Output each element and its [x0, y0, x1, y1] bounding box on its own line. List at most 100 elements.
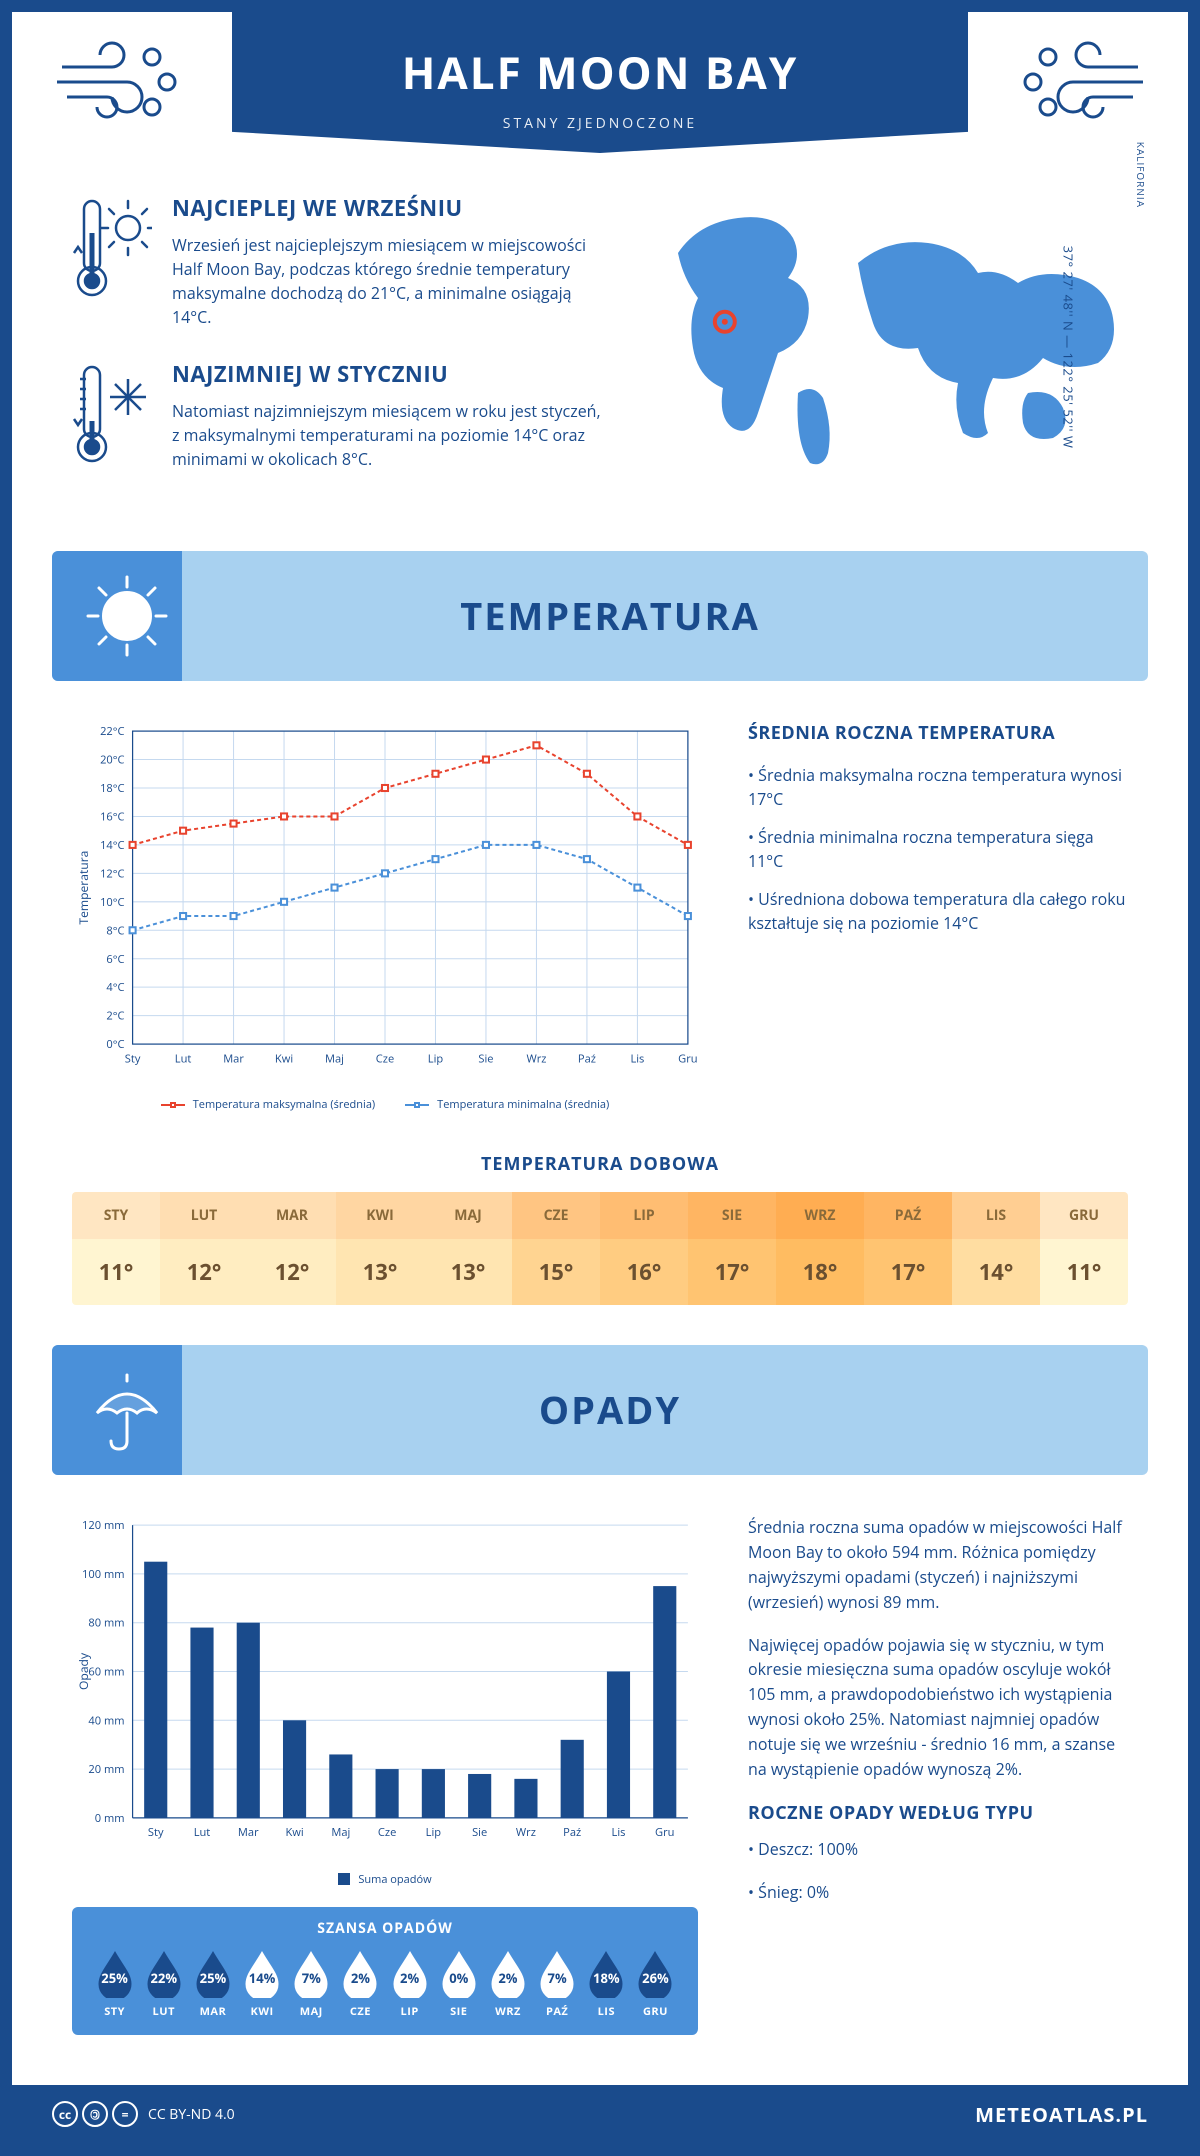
thermometer-hot-icon	[72, 193, 152, 303]
daily-column: MAR12°	[248, 1192, 336, 1305]
svg-text:8°C: 8°C	[106, 923, 124, 938]
precip-para-1: Średnia roczna suma opadów w miejscowośc…	[748, 1515, 1128, 1614]
site-brand: METEOATLAS.PL	[975, 2101, 1148, 2128]
page-subtitle: STANY ZJEDNOCZONE	[252, 114, 948, 133]
page-header: HALF MOON BAY STANY ZJEDNOCZONE	[232, 12, 968, 153]
svg-text:Maj: Maj	[325, 1051, 344, 1066]
precip-chance-box: SZANSA OPADÓW 25% STY 22% LUT 25% MAR 14…	[72, 1907, 698, 2035]
temperature-section-title: TEMPERATURA	[202, 590, 1118, 642]
svg-text:0 mm: 0 mm	[95, 1811, 125, 1826]
daily-column: LUT12°	[160, 1192, 248, 1305]
thermometer-cold-icon	[72, 359, 152, 469]
daily-column: SIE17°	[688, 1192, 776, 1305]
precip-type-title: ROCZNE OPADY WEDŁUG TYPU	[748, 1801, 1128, 1825]
daily-temperature-table: STY11°LUT12°MAR12°KWI13°MAJ13°CZE15°LIP1…	[72, 1192, 1128, 1305]
umbrella-icon	[82, 1365, 172, 1455]
svg-text:4°C: 4°C	[106, 980, 124, 995]
svg-text:Sie: Sie	[472, 1826, 487, 1841]
temp-bullet: • Uśredniona dobowa temperatura dla całe…	[748, 887, 1128, 935]
world-map	[648, 193, 1128, 473]
coldest-title: NAJZIMNIEJ W STYCZNIU	[172, 359, 608, 389]
svg-text:0°C: 0°C	[106, 1037, 124, 1052]
daily-column: LIP16°	[600, 1192, 688, 1305]
svg-text:18°C: 18°C	[100, 781, 124, 796]
daily-column: MAJ13°	[424, 1192, 512, 1305]
wind-icon	[52, 37, 182, 127]
chance-item: 7% MAJ	[287, 1950, 336, 2019]
svg-text:Kwi: Kwi	[275, 1051, 293, 1066]
svg-text:Temperatura: Temperatura	[75, 851, 92, 925]
chance-item: 0% SIE	[434, 1950, 483, 2019]
svg-text:2°C: 2°C	[106, 1009, 124, 1024]
temp-bullet: • Średnia maksymalna roczna temperatura …	[748, 763, 1128, 811]
precip-legend-label: Suma opadów	[358, 1872, 431, 1887]
svg-text:Gru: Gru	[655, 1826, 674, 1841]
precip-banner: OPADY	[52, 1345, 1148, 1475]
warmest-title: NAJCIEPLEJ WE WRZEŚNIU	[172, 193, 608, 223]
svg-text:100 mm: 100 mm	[82, 1567, 124, 1582]
chance-item: 2% LIP	[385, 1950, 434, 2019]
temperature-banner: TEMPERATURA	[52, 551, 1148, 681]
region-label: KALIFORNIA	[1134, 142, 1148, 208]
daily-column: CZE15°	[512, 1192, 600, 1305]
precip-section-title: OPADY	[202, 1384, 1118, 1436]
svg-text:Kwi: Kwi	[285, 1826, 303, 1841]
precip-type-item: • Deszcz: 100%	[748, 1837, 1128, 1862]
temp-bullet: • Średnia minimalna roczna temperatura s…	[748, 825, 1128, 873]
svg-text:80 mm: 80 mm	[88, 1616, 124, 1631]
svg-text:Lut: Lut	[175, 1051, 192, 1066]
svg-text:20°C: 20°C	[100, 753, 124, 768]
daily-column: WRZ18°	[776, 1192, 864, 1305]
daily-temperature-title: TEMPERATURA DOBOWA	[12, 1152, 1188, 1176]
chance-item: 2% CZE	[336, 1950, 385, 2019]
daily-column: GRU11°	[1040, 1192, 1128, 1305]
precip-bar-chart: 0 mm20 mm40 mm60 mm80 mm100 mm120 mmStyL…	[72, 1515, 698, 1858]
chance-item: 25% MAR	[188, 1950, 237, 2019]
svg-text:20 mm: 20 mm	[88, 1763, 124, 1778]
chance-item: 2% WRZ	[483, 1950, 532, 2019]
precip-chart-legend: Suma opadów	[72, 1872, 698, 1887]
chance-item: 22% LUT	[139, 1950, 188, 2019]
svg-text:Lis: Lis	[630, 1051, 644, 1066]
svg-text:60 mm: 60 mm	[88, 1665, 124, 1680]
daily-column: STY11°	[72, 1192, 160, 1305]
warmest-text: Wrzesień jest najcieplejszym miesiącem w…	[172, 233, 608, 329]
svg-text:40 mm: 40 mm	[88, 1714, 124, 1729]
legend-min-label: Temperatura minimalna (średnia)	[437, 1097, 609, 1112]
svg-text:Gru: Gru	[678, 1051, 697, 1066]
svg-text:Maj: Maj	[331, 1826, 350, 1841]
coldest-text: Natomiast najzimniejszym miesiącem w rok…	[172, 399, 608, 471]
chance-item: 18% LIS	[582, 1950, 631, 2019]
wind-icon	[1018, 37, 1148, 127]
svg-text:22°C: 22°C	[100, 724, 124, 739]
chance-title: SZANSA OPADÓW	[90, 1919, 680, 1938]
warmest-fact: NAJCIEPLEJ WE WRZEŚNIU Wrzesień jest naj…	[72, 193, 608, 329]
legend-max-label: Temperatura maksymalna (średnia)	[193, 1097, 375, 1112]
svg-text:Sty: Sty	[125, 1051, 141, 1066]
svg-text:Paź: Paź	[563, 1826, 581, 1841]
svg-text:Opady: Opady	[75, 1653, 92, 1691]
page-title: HALF MOON BAY	[252, 42, 948, 102]
svg-text:Mar: Mar	[223, 1051, 244, 1066]
daily-column: KWI13°	[336, 1192, 424, 1305]
svg-text:Wrz: Wrz	[526, 1051, 546, 1066]
svg-text:120 mm: 120 mm	[82, 1519, 124, 1534]
license-label: CC BY-ND 4.0	[148, 2105, 235, 2124]
svg-text:16°C: 16°C	[100, 809, 124, 824]
chance-item: 7% PAŹ	[533, 1950, 582, 2019]
svg-text:Mar: Mar	[238, 1826, 259, 1841]
svg-text:Paź: Paź	[578, 1051, 596, 1066]
svg-text:Wrz: Wrz	[516, 1826, 536, 1841]
svg-text:Cze: Cze	[378, 1826, 396, 1841]
coldest-fact: NAJZIMNIEJ W STYCZNIU Natomiast najzimni…	[72, 359, 608, 471]
svg-text:Lut: Lut	[194, 1826, 211, 1841]
svg-text:12°C: 12°C	[100, 866, 124, 881]
chance-item: 25% STY	[90, 1950, 139, 2019]
svg-text:14°C: 14°C	[100, 838, 124, 853]
svg-text:Lip: Lip	[426, 1826, 442, 1841]
svg-text:Lip: Lip	[428, 1051, 444, 1066]
svg-text:Cze: Cze	[376, 1051, 394, 1066]
precip-type-item: • Śnieg: 0%	[748, 1880, 1128, 1905]
svg-text:10°C: 10°C	[100, 895, 124, 910]
temp-side-title: ŚREDNIA ROCZNA TEMPERATURA	[748, 721, 1128, 745]
